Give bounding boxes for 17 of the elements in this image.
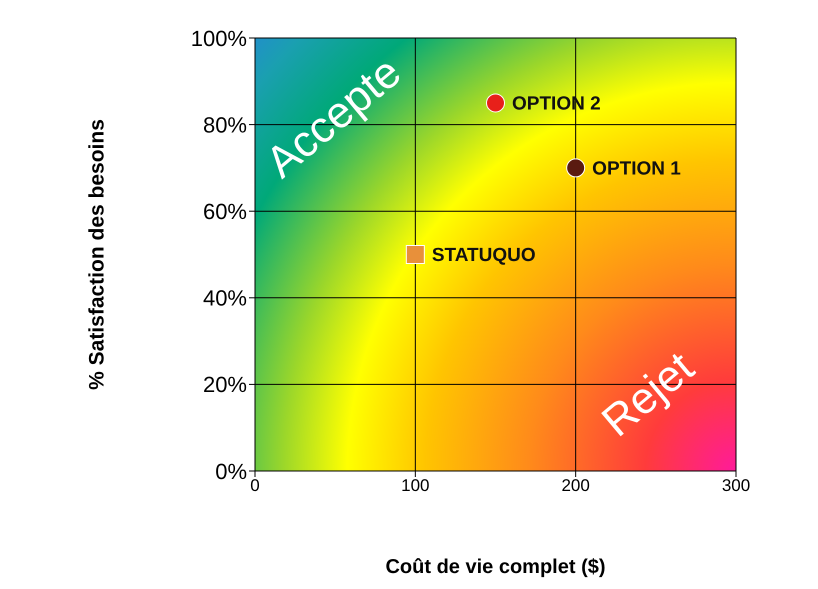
y-tick-label: 20% xyxy=(202,372,247,398)
point xyxy=(406,245,425,264)
point xyxy=(566,158,586,178)
series-label: STATUQUO xyxy=(432,245,536,266)
y-tick-label: 40% xyxy=(202,286,247,311)
x-tick-label: 200 xyxy=(561,476,590,496)
point xyxy=(486,93,505,112)
y-tick-label: 80% xyxy=(202,112,247,138)
series-label: OPTION 1 xyxy=(592,158,682,180)
y-tick-label: 100% xyxy=(190,26,247,51)
x-tick-label: 0 xyxy=(250,476,260,496)
y-tick-label: 60% xyxy=(202,199,247,224)
x-axis-title: Coût de vie complet ($) xyxy=(385,556,606,578)
y-tick-label: 0% xyxy=(215,458,247,484)
x-tick-label: 100 xyxy=(401,476,430,496)
x-tick-label: 300 xyxy=(722,476,750,496)
y-axis-title: % Satisfaction des besoins xyxy=(85,119,108,390)
